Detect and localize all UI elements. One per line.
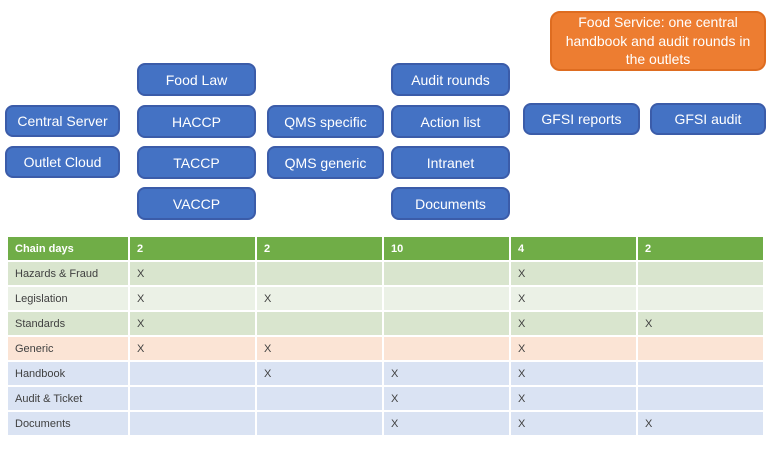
box-qms-generic: QMS generic	[267, 146, 384, 179]
box-food-law: Food Law	[137, 63, 256, 96]
food-service-note-text: Food Service: one central handbook and a…	[565, 13, 751, 68]
x-mark-cell: X	[130, 312, 255, 335]
col-header-5: 2	[638, 237, 763, 260]
x-mark-cell: X	[511, 337, 636, 360]
x-mark-cell: X	[130, 262, 255, 285]
col-header-3: 10	[384, 237, 509, 260]
x-mark-cell	[638, 362, 763, 385]
table-row-handbook: Handbook X X X	[8, 362, 763, 385]
box-gfsi-audit: GFSI audit	[650, 103, 766, 135]
x-mark-cell	[638, 337, 763, 360]
x-mark-cell	[257, 387, 382, 410]
x-mark-cell: X	[257, 362, 382, 385]
row-label: Handbook	[8, 362, 128, 385]
x-mark-cell: X	[130, 287, 255, 310]
x-mark-cell: X	[511, 312, 636, 335]
box-gfsi-reports: GFSI reports	[523, 103, 640, 135]
x-mark-cell: X	[511, 412, 636, 435]
chain-days-table: Chain days 2 2 10 4 2 Hazards & Fraud X …	[6, 235, 765, 437]
box-taccp-label: TACCP	[173, 154, 220, 171]
table-row-documents: Documents X X X	[8, 412, 763, 435]
x-mark-cell: X	[511, 287, 636, 310]
food-service-note: Food Service: one central handbook and a…	[550, 11, 766, 71]
table-row-generic: Generic X X X	[8, 337, 763, 360]
x-mark-cell: X	[257, 337, 382, 360]
row-label: Legislation	[8, 287, 128, 310]
table-row-legislation: Legislation X X X	[8, 287, 763, 310]
table-row-standards: Standards X X X	[8, 312, 763, 335]
x-mark-cell: X	[384, 412, 509, 435]
box-qms-specific: QMS specific	[267, 105, 384, 138]
box-documents: Documents	[391, 187, 510, 220]
col-header-4: 4	[511, 237, 636, 260]
box-documents-label: Documents	[415, 195, 486, 212]
x-mark-cell	[130, 387, 255, 410]
box-central-server: Central Server	[5, 105, 120, 137]
x-mark-cell	[257, 262, 382, 285]
box-intranet-label: Intranet	[426, 154, 475, 171]
box-food-law-label: Food Law	[165, 71, 228, 88]
box-haccp: HACCP	[137, 105, 256, 138]
x-mark-cell	[257, 412, 382, 435]
box-gfsi-audit-label: GFSI audit	[674, 111, 742, 127]
row-label: Audit & Ticket	[8, 387, 128, 410]
x-mark-cell	[638, 387, 763, 410]
box-outlet-cloud-label: Outlet Cloud	[23, 154, 102, 170]
x-mark-cell: X	[257, 287, 382, 310]
x-mark-cell	[130, 362, 255, 385]
box-outlet-cloud: Outlet Cloud	[5, 146, 120, 178]
x-mark-cell	[130, 412, 255, 435]
box-vaccp: VACCP	[137, 187, 256, 220]
x-mark-cell	[384, 312, 509, 335]
x-mark-cell: X	[384, 362, 509, 385]
box-central-server-label: Central Server	[17, 113, 108, 129]
col-header-2: 2	[257, 237, 382, 260]
box-qms-specific-label: QMS specific	[284, 113, 367, 130]
row-label: Generic	[8, 337, 128, 360]
row-label: Documents	[8, 412, 128, 435]
box-haccp-label: HACCP	[171, 113, 221, 130]
x-mark-cell: X	[638, 312, 763, 335]
x-mark-cell	[384, 337, 509, 360]
x-mark-cell	[257, 312, 382, 335]
x-mark-cell: X	[511, 387, 636, 410]
x-mark-cell	[384, 287, 509, 310]
x-mark-cell: X	[130, 337, 255, 360]
x-mark-cell: X	[511, 262, 636, 285]
x-mark-cell	[384, 262, 509, 285]
x-mark-cell: X	[638, 412, 763, 435]
box-taccp: TACCP	[137, 146, 256, 179]
col-header-chain-days: Chain days	[8, 237, 128, 260]
table-header-row: Chain days 2 2 10 4 2	[8, 237, 763, 260]
x-mark-cell: X	[511, 362, 636, 385]
x-mark-cell	[638, 287, 763, 310]
table-row-hazards-fraud: Hazards & Fraud X X	[8, 262, 763, 285]
box-audit-rounds-label: Audit rounds	[411, 71, 490, 88]
box-qms-generic-label: QMS generic	[284, 154, 367, 171]
box-audit-rounds: Audit rounds	[391, 63, 510, 96]
x-mark-cell: X	[384, 387, 509, 410]
x-mark-cell	[638, 262, 763, 285]
box-action-list-label: Action list	[420, 113, 481, 130]
row-label: Standards	[8, 312, 128, 335]
col-header-1: 2	[130, 237, 255, 260]
box-action-list: Action list	[391, 105, 510, 138]
row-label: Hazards & Fraud	[8, 262, 128, 285]
box-gfsi-reports-label: GFSI reports	[541, 111, 622, 127]
table-row-audit-ticket: Audit & Ticket X X	[8, 387, 763, 410]
box-intranet: Intranet	[391, 146, 510, 179]
box-vaccp-label: VACCP	[172, 195, 221, 212]
